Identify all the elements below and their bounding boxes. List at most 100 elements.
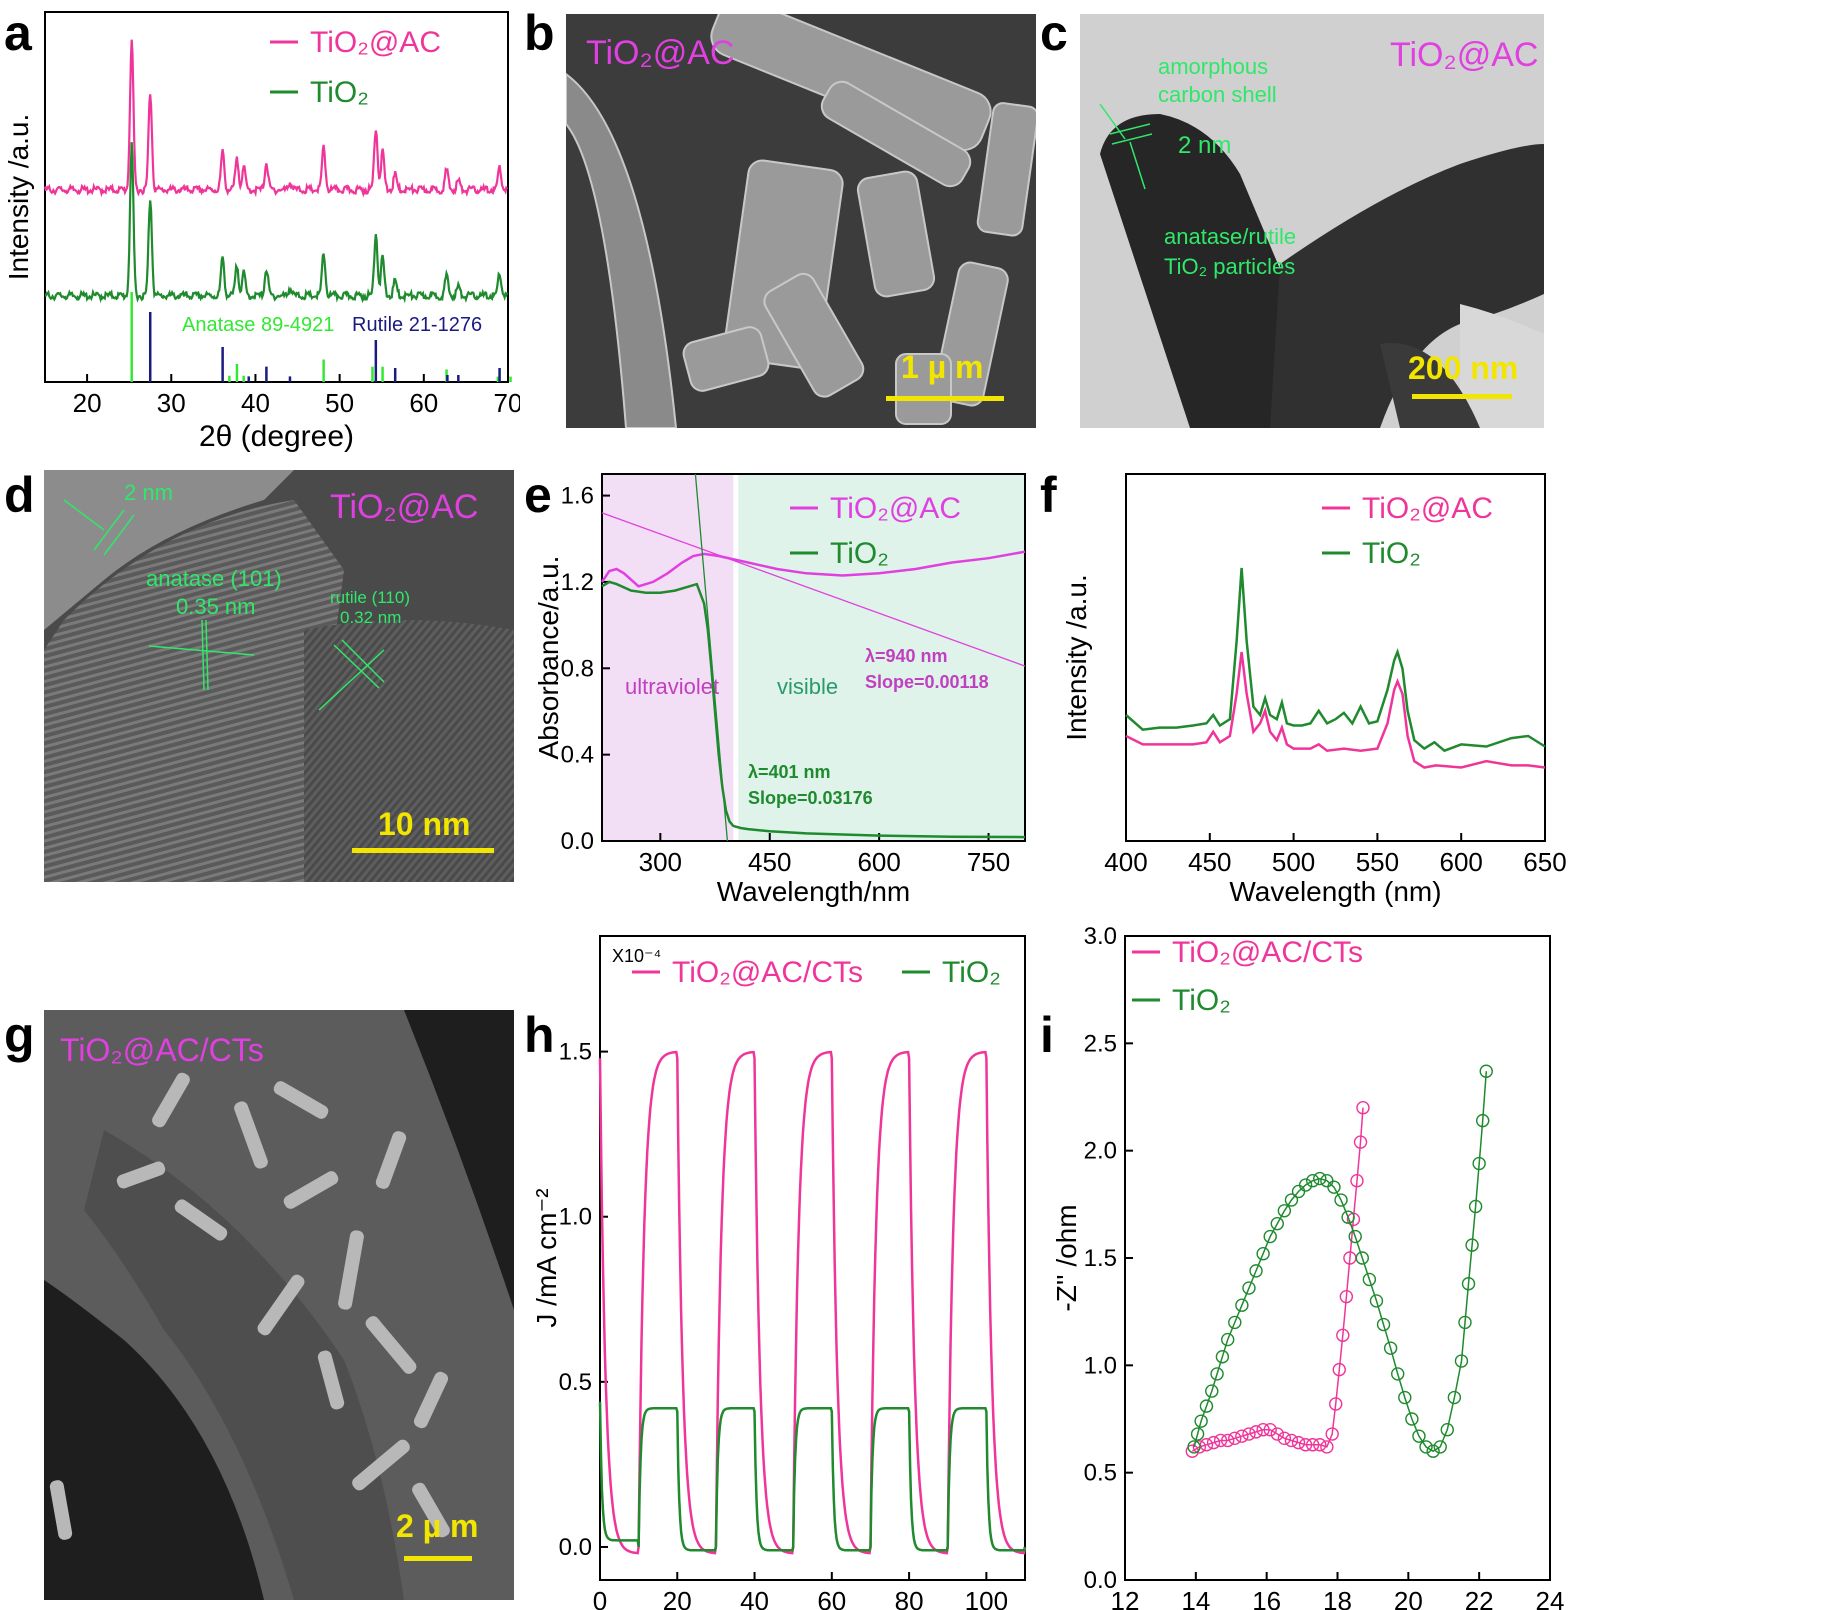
panel-label-h: h bbox=[524, 1007, 555, 1063]
e-region-label-visible: visible bbox=[777, 674, 838, 699]
i-xtick-label: 18 bbox=[1323, 1586, 1352, 1610]
i-data-point bbox=[1336, 1328, 1350, 1342]
sample-label-d: TiO₂@AC bbox=[330, 488, 479, 526]
i-data-point bbox=[1383, 1341, 1398, 1355]
panel-label-c: c bbox=[1040, 5, 1068, 61]
i-data-point bbox=[1235, 1429, 1249, 1443]
h-ytick-label: 1.0 bbox=[559, 1204, 592, 1231]
tem-image-c: TiO₂@AC amorphous carbon shell 2 nm anat… bbox=[1080, 14, 1544, 428]
panel-label-i: i bbox=[1040, 1007, 1054, 1063]
i-ytick-label: 2.5 bbox=[1084, 1030, 1117, 1057]
panel-label-d: d bbox=[4, 467, 35, 523]
h-ytick-label: 0.0 bbox=[559, 1534, 592, 1561]
i-data-point bbox=[1426, 1444, 1440, 1458]
annotation-rutile-1: rutile (110) bbox=[330, 588, 410, 607]
sem-texture-b bbox=[566, 14, 1036, 428]
panel-label-e: e bbox=[524, 467, 552, 523]
i-data-point bbox=[1472, 1156, 1486, 1171]
sample-label-c: TiO₂@AC bbox=[1390, 36, 1539, 74]
f-legend-label: TiO₂@AC bbox=[1362, 492, 1493, 525]
i-data-point bbox=[1291, 1435, 1306, 1450]
hrtem-image-d: TiO₂@AC 2 nm anatase (101) 0.35 nm rutil… bbox=[44, 470, 514, 882]
i-data-point bbox=[1206, 1435, 1221, 1450]
i-data-point bbox=[1412, 1429, 1426, 1443]
e-y-axis-label: Absorbance/a.u. bbox=[533, 556, 564, 760]
a-y-axis-label: Intensity /a.u. bbox=[3, 114, 34, 281]
i-data-point bbox=[1355, 1251, 1369, 1265]
i-data-point bbox=[1339, 1289, 1354, 1304]
i-data-point bbox=[1440, 1423, 1454, 1437]
annotation-particles-1: anatase/rutile bbox=[1164, 224, 1297, 249]
i-xtick-label: 24 bbox=[1536, 1586, 1565, 1610]
i-data-point bbox=[1476, 1113, 1490, 1128]
i-data-point bbox=[1263, 1423, 1277, 1437]
annotation-anatase-2: 0.35 nm bbox=[176, 594, 256, 619]
i-data-point bbox=[1341, 1210, 1355, 1224]
e-series-line bbox=[601, 580, 1026, 839]
i-data-point bbox=[1298, 1178, 1313, 1192]
h-xtick-label: 80 bbox=[895, 1586, 924, 1610]
i-data-point bbox=[1194, 1414, 1208, 1428]
i-legend-label: TiO₂ bbox=[1172, 984, 1231, 1017]
sample-label-g: TiO₂@AC/CTs bbox=[60, 1032, 264, 1068]
i-data-point bbox=[1284, 1193, 1299, 1207]
e-series-line bbox=[600, 550, 1026, 588]
i-data-point bbox=[1348, 1229, 1362, 1244]
e-xtick-label: 450 bbox=[748, 847, 791, 877]
f-xtick-label: 500 bbox=[1272, 847, 1315, 877]
a-xtick-label: 60 bbox=[409, 388, 438, 418]
chart-f-pl: 400 450 500 550 600 650 Wavelength (nm) Intensi… bbox=[1061, 473, 1567, 907]
e-tangent-ac bbox=[601, 512, 1026, 667]
i-data-point bbox=[1458, 1315, 1472, 1330]
i-data-point bbox=[1447, 1390, 1462, 1405]
annotation-2nm-d: 2 nm bbox=[124, 480, 173, 505]
h-xtick-label: 60 bbox=[817, 1586, 846, 1610]
i-xtick-label: 22 bbox=[1465, 1586, 1494, 1610]
scale-bar-label-g: 2 µ m bbox=[396, 1508, 479, 1544]
i-data-point bbox=[1362, 1272, 1377, 1287]
e-annot-ac-slope: Slope=0.00118 bbox=[865, 672, 989, 692]
e-ytick-label: 1.2 bbox=[561, 569, 594, 596]
i-y-axis-label: -Z'' /ohm bbox=[1051, 1204, 1082, 1311]
i-data-point bbox=[1205, 1384, 1219, 1398]
i-data-point bbox=[1277, 1204, 1292, 1218]
h-plot-frame bbox=[599, 935, 1026, 1581]
sample-label-b: TiO₂@AC bbox=[586, 34, 735, 72]
f-legend-label: TiO₂ bbox=[1362, 537, 1421, 570]
sem-image-b: TiO₂@AC 1 µ m bbox=[566, 14, 1036, 428]
h-y-axis-label: J /mA cm⁻² bbox=[531, 1188, 562, 1327]
e-legend-label: TiO₂ bbox=[830, 537, 889, 570]
i-data-point bbox=[1270, 1216, 1284, 1231]
f-y-axis-label: Intensity /a.u. bbox=[1061, 574, 1092, 741]
i-data-point bbox=[1213, 1433, 1228, 1448]
i-data-point bbox=[1187, 1440, 1201, 1454]
i-data-point bbox=[1405, 1412, 1419, 1426]
f-xtick-label: 400 bbox=[1104, 847, 1147, 877]
i-data-point bbox=[1353, 1135, 1368, 1149]
i-ytick-label: 1.0 bbox=[1084, 1352, 1117, 1379]
a-plot-frame bbox=[44, 11, 509, 383]
i-data-point bbox=[1228, 1431, 1242, 1446]
e-ytick-label: 0.4 bbox=[561, 742, 594, 769]
panel-label-b: b bbox=[524, 5, 555, 61]
f-xtick-label: 450 bbox=[1188, 847, 1231, 877]
i-data-point bbox=[1356, 1101, 1370, 1115]
a-xtick-label: 20 bbox=[73, 388, 102, 418]
f-xtick-label: 600 bbox=[1440, 847, 1483, 877]
i-data-point bbox=[1325, 1427, 1339, 1441]
i-data-point bbox=[1306, 1174, 1320, 1188]
e-xtick-label: 300 bbox=[639, 847, 682, 877]
i-data-point bbox=[1313, 1438, 1327, 1452]
i-xtick-label: 14 bbox=[1181, 1586, 1210, 1610]
i-data-point bbox=[1320, 1440, 1334, 1454]
i-data-point bbox=[1433, 1440, 1447, 1454]
panel-label-f: f bbox=[1040, 467, 1057, 523]
i-data-point bbox=[1263, 1229, 1277, 1244]
i-data-point bbox=[1221, 1332, 1235, 1347]
i-xtick-label: 16 bbox=[1252, 1586, 1281, 1610]
e-uv-region bbox=[602, 474, 734, 841]
i-data-point bbox=[1350, 1174, 1364, 1188]
a-xtick-label: 70 bbox=[494, 388, 520, 418]
a-series-line bbox=[44, 142, 509, 304]
